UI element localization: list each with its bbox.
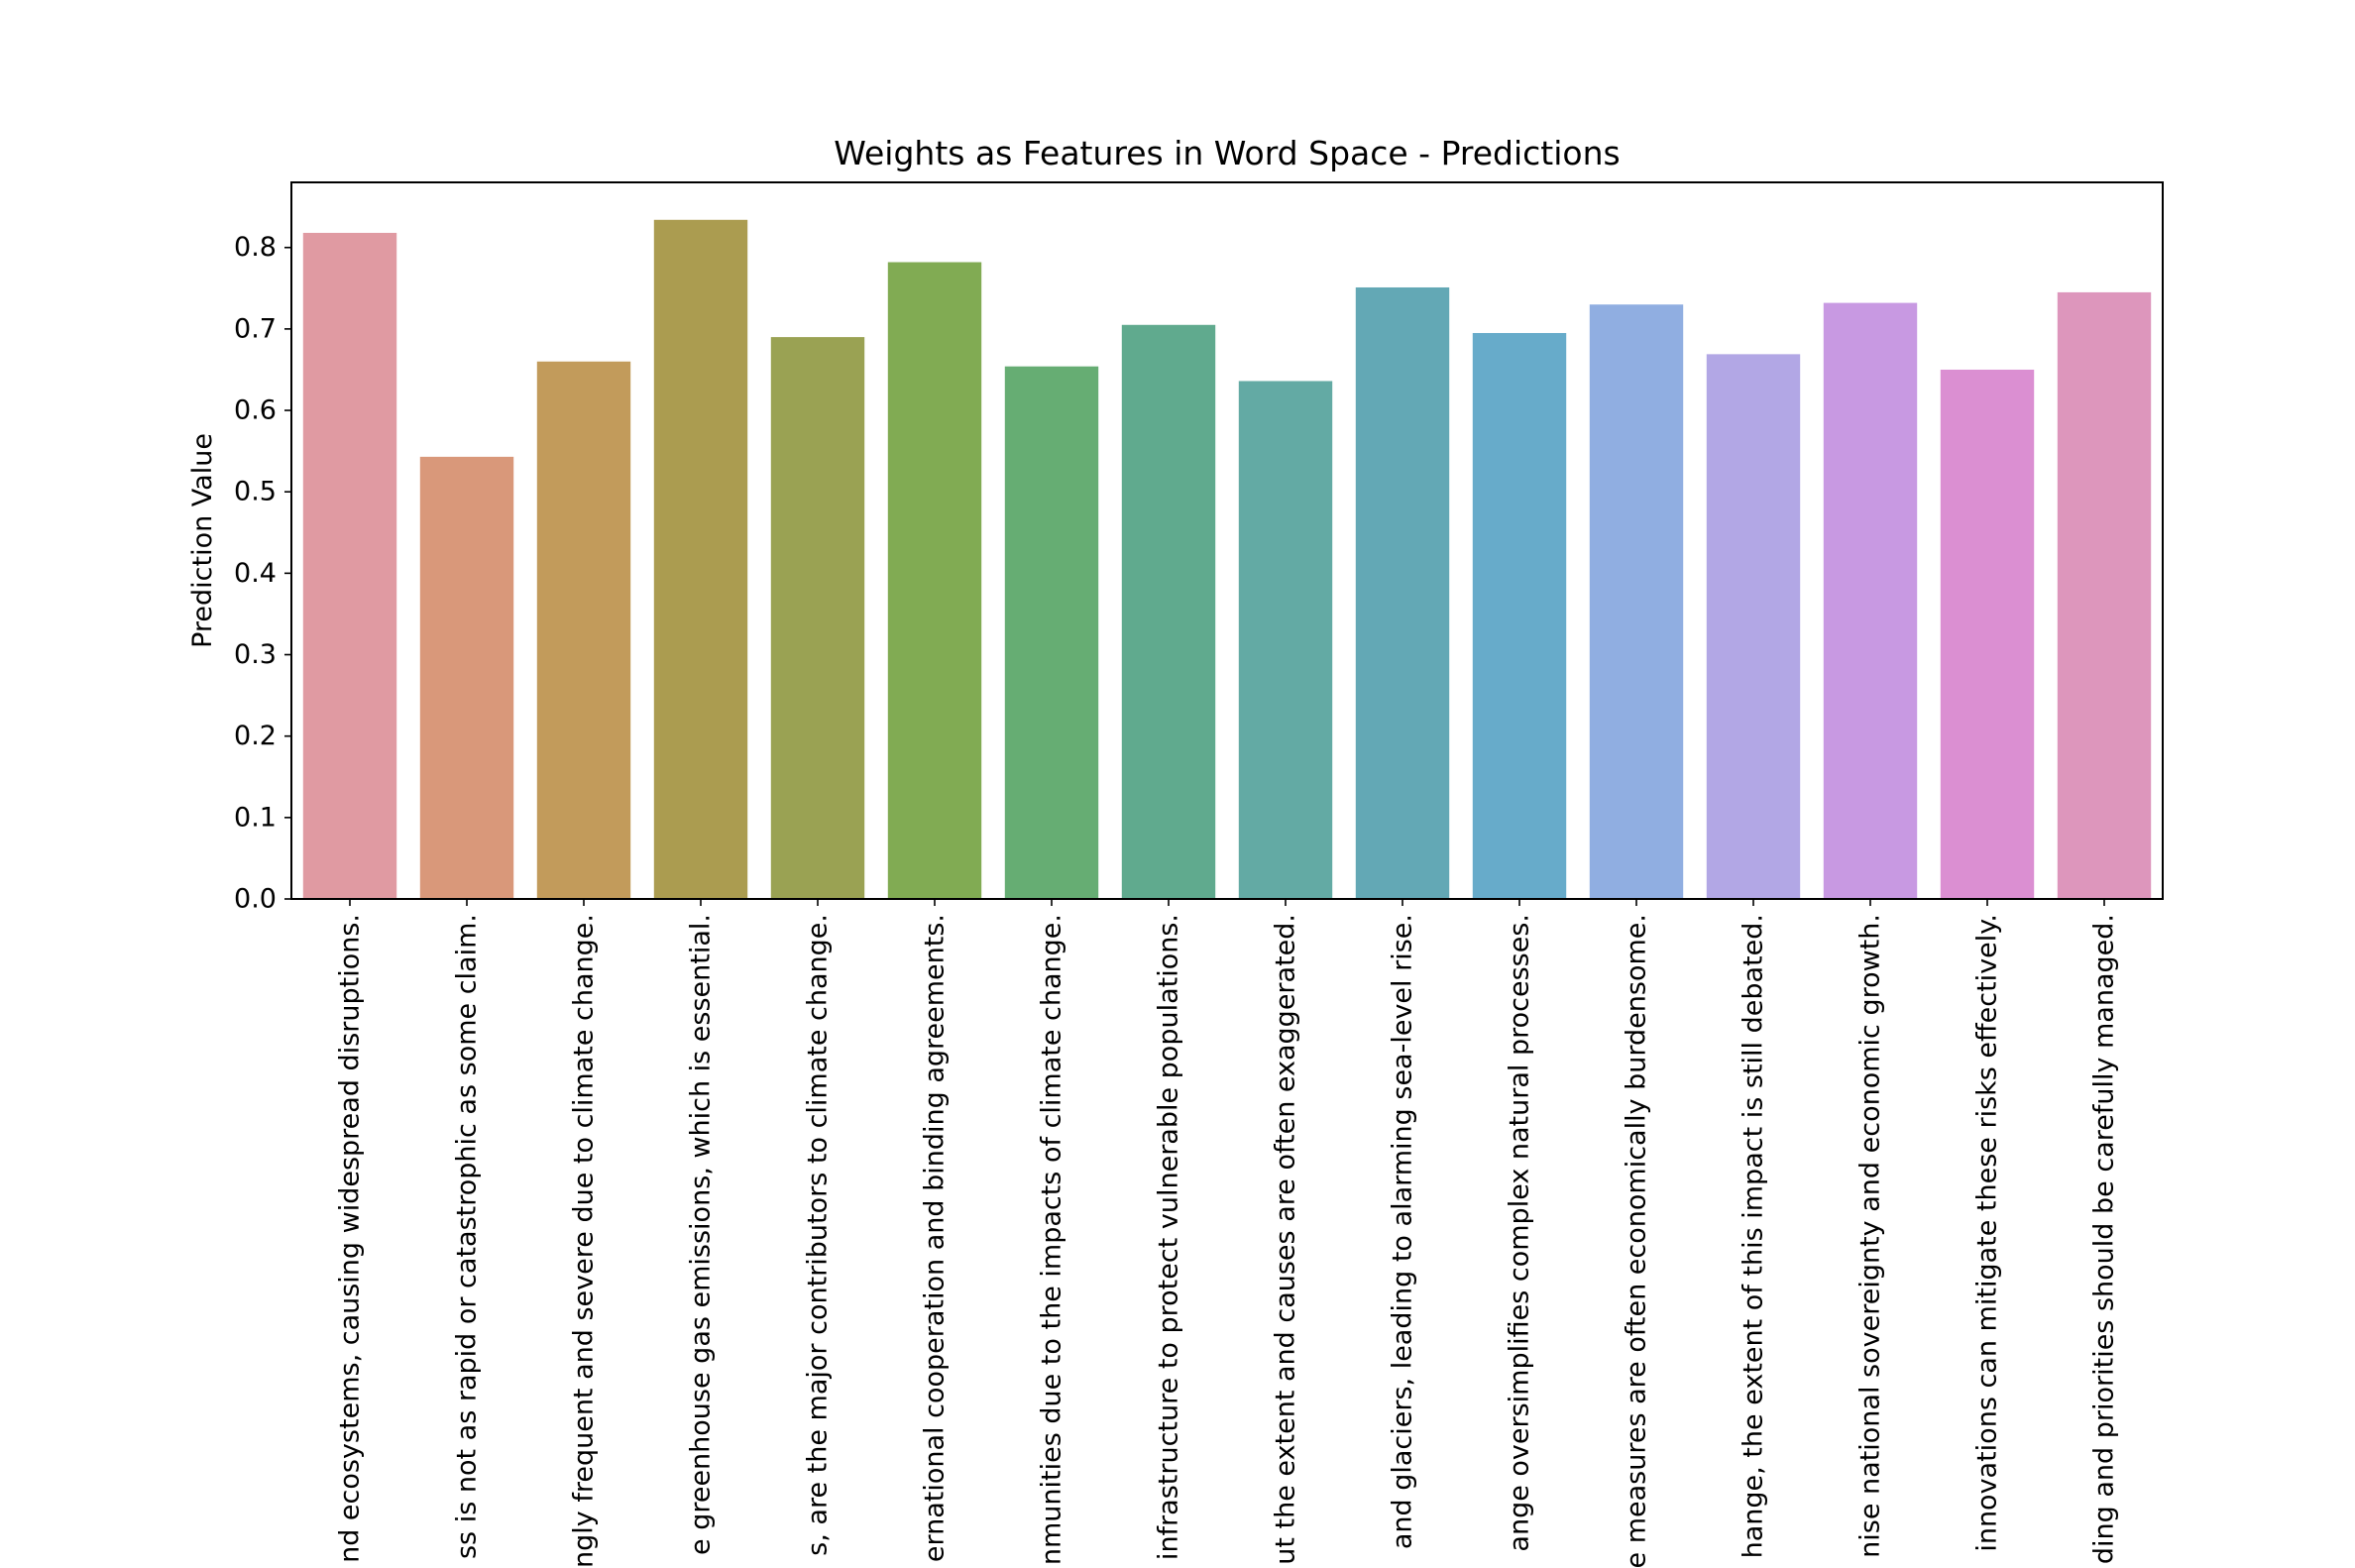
plot-frame — [290, 181, 2164, 900]
bar-12 — [1589, 304, 1684, 899]
bar-16 — [2057, 291, 2152, 899]
x-tick-label: ngly frequent and severe due to climate … — [569, 914, 600, 1568]
x-tick-label: innovations can mitigate these risks eff… — [1972, 914, 2003, 1552]
y-tick-label: 0.6 — [234, 395, 277, 426]
x-tick-label: e measures are often economically burden… — [1622, 914, 1652, 1568]
y-tick-label: 0.5 — [234, 477, 277, 507]
bar-1 — [302, 232, 397, 900]
bar-15 — [1940, 369, 2035, 899]
y-axis-label: Prediction Value — [187, 433, 218, 648]
y-tick-label: 0.1 — [234, 802, 277, 833]
x-tick-label: ut the extent and causes are often exagg… — [1271, 914, 1301, 1565]
y-tick-label: 0.7 — [234, 313, 277, 344]
x-tick-label: ange oversimplifies complex natural proc… — [1505, 914, 1535, 1552]
bar-8 — [1121, 324, 1216, 899]
y-tick-label: 0.2 — [234, 721, 277, 751]
y-tick-label: 0.0 — [234, 884, 277, 915]
x-tick-label: and glaciers, leading to alarming sea-le… — [1388, 914, 1418, 1549]
bar-9 — [1238, 381, 1333, 900]
y-tick-label: 0.8 — [234, 232, 277, 263]
bar-7 — [1004, 366, 1099, 899]
x-tick-label: nise national sovereignty and economic g… — [1855, 914, 1886, 1558]
bar-6 — [887, 262, 982, 900]
bar-14 — [1823, 302, 1918, 899]
bar-3 — [536, 361, 631, 899]
chart-title: Weights as Features in Word Space - Pred… — [834, 134, 1620, 172]
bar-5 — [770, 337, 865, 899]
x-tick-label: ernational cooperation and binding agree… — [920, 914, 951, 1562]
bar-4 — [653, 219, 748, 899]
x-tick-label: infrastructure to protect vulnerable pop… — [1154, 914, 1184, 1560]
y-tick-label: 0.3 — [234, 639, 277, 670]
x-tick-label: hange, the extent of this impact is stil… — [1738, 914, 1769, 1558]
bar-11 — [1472, 332, 1567, 899]
y-tick-label: 0.4 — [234, 558, 277, 589]
x-axis-ticks: nd ecosystems, causing widespread disrup… — [335, 899, 2120, 1568]
x-tick-label: ss is not as rapid or catastrophic as so… — [452, 914, 483, 1559]
bar-2 — [419, 456, 514, 899]
bar-10 — [1355, 286, 1450, 899]
x-tick-label: e greenhouse gas emissions, which is ess… — [686, 914, 717, 1555]
bars-group — [302, 219, 2152, 900]
y-axis-ticks: 0.0 0.1 0.2 0.3 0.4 0.5 0.6 0.7 0.8 — [234, 232, 291, 915]
x-tick-label: nmunities due to the impacts of climate … — [1037, 914, 1067, 1565]
x-tick-label: ding and priorities should be carefully … — [2089, 914, 2120, 1564]
bar-13 — [1706, 354, 1801, 899]
x-tick-label: s, are the major contributors to climate… — [803, 914, 834, 1556]
x-tick-label: nd ecosystems, causing widespread disrup… — [335, 914, 366, 1563]
